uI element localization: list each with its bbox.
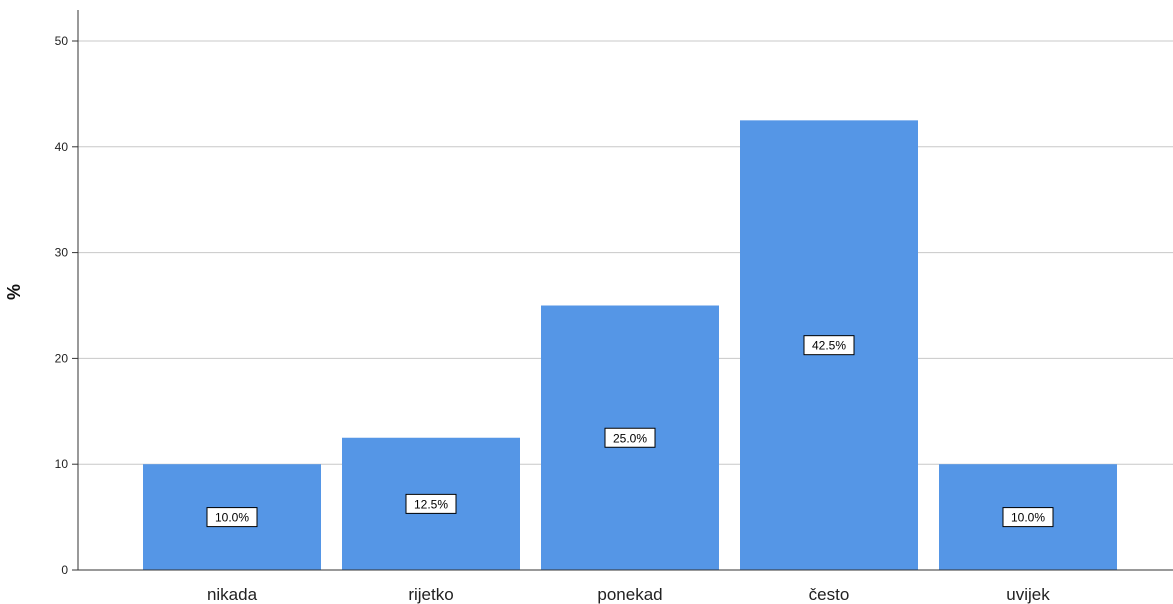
data-labels: 10.0% 12.5% 25.0% 42.5% 10.0% (206, 335, 1054, 528)
data-label: 42.5% (803, 335, 855, 356)
data-label-box (803, 335, 855, 356)
x-tick-label: često (809, 585, 850, 604)
data-label-box (604, 427, 656, 448)
y-tick-labels: 0 10 20 30 40 50 (55, 34, 69, 577)
data-label-text: 25.0% (613, 431, 647, 445)
data-label: 12.5% (405, 493, 457, 514)
x-tick-labels: nikada rijetko ponekad često uvijek (207, 585, 1050, 604)
y-tick-label: 20 (55, 351, 69, 365)
x-tick-label: nikada (207, 585, 258, 604)
data-label: 10.0% (1002, 507, 1054, 528)
data-label-text: 10.0% (215, 511, 249, 525)
y-tick-label: 40 (55, 140, 69, 154)
y-tick-label: 0 (61, 563, 68, 577)
x-tick-label: rijetko (408, 585, 453, 604)
data-label-text: 10.0% (1011, 511, 1045, 525)
data-label: 10.0% (206, 507, 258, 528)
data-label-text: 12.5% (414, 497, 448, 511)
y-axis-label: % (4, 284, 24, 300)
data-label-box (405, 493, 457, 514)
axes (72, 10, 1173, 571)
y-tick-label: 30 (55, 246, 69, 260)
data-label: 25.0% (604, 427, 656, 448)
bars (143, 120, 1117, 570)
x-tick-label: uvijek (1006, 585, 1050, 604)
x-tick-label: ponekad (597, 585, 662, 604)
data-label-box (206, 507, 258, 528)
y-tick-label: 10 (55, 457, 69, 471)
data-label-box (1002, 507, 1054, 528)
data-label-text: 42.5% (812, 339, 846, 353)
y-tick-label: 50 (55, 34, 69, 48)
